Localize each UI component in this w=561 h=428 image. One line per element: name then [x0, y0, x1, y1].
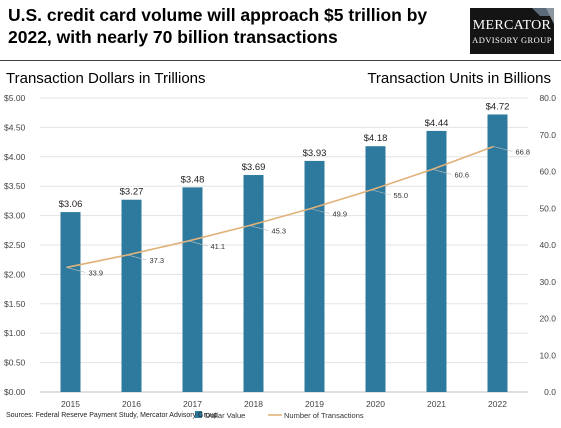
bar-data-label: $3.06	[59, 199, 83, 210]
x-tick-label: 2017	[183, 399, 202, 409]
bar-data-label: $4.72	[486, 101, 510, 112]
bar	[182, 187, 203, 392]
y-tick-label: $5.00	[4, 93, 26, 103]
y2-tick-label: 20.0	[539, 314, 556, 324]
bar	[60, 212, 81, 392]
y-tick-label: $2.00	[4, 269, 26, 279]
logo-line-1: Mercator	[472, 18, 552, 33]
bar	[304, 160, 325, 392]
y2-tick-label: 30.0	[539, 277, 556, 287]
y2-tick-label: 60.0	[539, 167, 556, 177]
label-leader	[249, 225, 269, 231]
y-tick-label: $3.00	[4, 211, 26, 221]
left-axis-title: Transaction Dollars in Trillions	[6, 70, 206, 87]
y-tick-label: $0.00	[4, 387, 26, 397]
y2-tick-label: 40.0	[539, 240, 556, 250]
transactions-line	[66, 145, 494, 269]
bar	[243, 175, 264, 392]
line-data-label: 49.9	[333, 210, 348, 219]
bar-data-label: $4.18	[364, 133, 388, 144]
y2-tick-label: 80.0	[539, 93, 556, 103]
label-leader	[188, 240, 208, 247]
mercator-logo: Mercator Advisory Group	[470, 8, 554, 54]
y-tick-label: $2.50	[4, 240, 26, 250]
line-data-label: 55.0	[394, 191, 409, 200]
bar-data-label: $4.44	[425, 118, 449, 129]
label-leader	[493, 146, 513, 152]
y2-tick-label: 50.0	[539, 203, 556, 213]
legend-label-transactions: Number of Transactions	[284, 411, 364, 420]
legend-label-dollar: Dollar Value	[205, 411, 245, 420]
x-tick-label: 2018	[244, 399, 263, 409]
source-note: Sources: Federal Reserve Payment Study, …	[6, 412, 218, 419]
x-tick-label: 2016	[122, 399, 141, 409]
bar-data-label: $3.93	[303, 148, 327, 159]
label-leader	[371, 189, 391, 196]
bar	[426, 130, 447, 393]
y-tick-label: $4.00	[4, 152, 26, 162]
y-tick-label: $1.50	[4, 299, 26, 309]
label-leader	[127, 254, 147, 261]
label-leader	[66, 267, 86, 273]
x-tick-label: 2015	[61, 399, 80, 409]
bar-data-label: $3.48	[181, 174, 205, 185]
y-tick-label: $3.50	[4, 181, 26, 191]
bar-data-label: $3.69	[242, 162, 266, 173]
chart-title: U.S. credit card volume will approach $5…	[8, 5, 428, 47]
logo-line-2: Advisory Group	[472, 35, 552, 45]
bar-data-label: $3.27	[120, 187, 144, 198]
y-tick-label: $1.00	[4, 328, 26, 338]
line-data-label: 60.6	[455, 170, 470, 179]
line-data-label: 37.3	[150, 256, 165, 265]
right-axis-title: Transaction Units in Billions	[367, 70, 551, 87]
title-divider	[0, 60, 561, 61]
bar	[365, 146, 386, 392]
logo-mark-icon	[532, 8, 554, 24]
x-tick-label: 2022	[488, 399, 507, 409]
label-leader	[432, 169, 452, 175]
line-data-label: 41.1	[211, 242, 226, 251]
legend-swatch-dollar	[195, 411, 202, 418]
x-tick-label: 2020	[366, 399, 385, 409]
y2-tick-label: 0.0	[544, 387, 556, 397]
y2-tick-label: 10.0	[539, 350, 556, 360]
line-data-label: 45.3	[272, 227, 287, 236]
line-data-label: 33.9	[89, 268, 104, 277]
bar	[487, 114, 508, 393]
line-data-label: 66.8	[516, 148, 531, 157]
x-tick-label: 2021	[427, 399, 446, 409]
label-leader	[310, 208, 330, 214]
x-tick-label: 2019	[305, 399, 324, 409]
y-tick-label: $0.50	[4, 358, 26, 368]
y-tick-label: $4.50	[4, 122, 26, 132]
bar	[121, 199, 142, 392]
y2-tick-label: 70.0	[539, 130, 556, 140]
